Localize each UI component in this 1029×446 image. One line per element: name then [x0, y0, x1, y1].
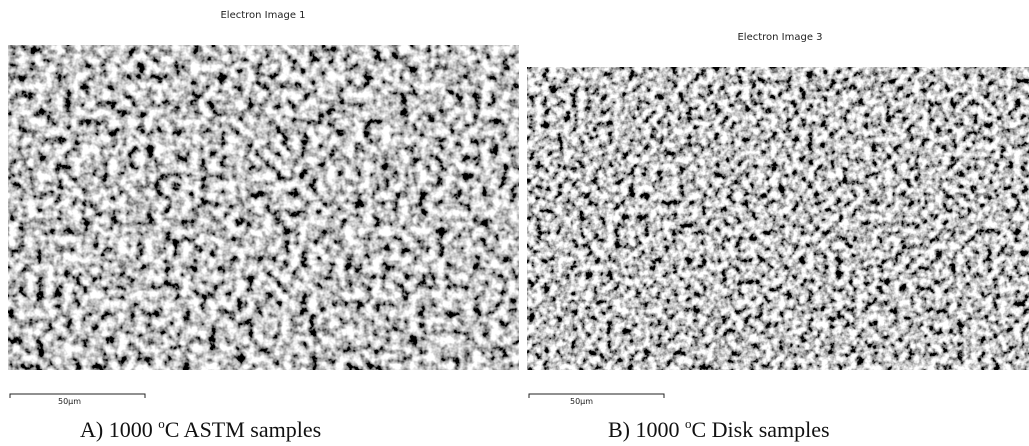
caption-text: C Disk samples [692, 417, 830, 442]
sem-texture [8, 45, 519, 370]
caption-text: A) 1000 [80, 417, 158, 442]
panel-b: Electron Image 3 50µm B) 1000 oC Disk sa… [527, 32, 1029, 442]
caption-text: C ASTM samples [165, 417, 321, 442]
image-title: Electron Image 1 [220, 10, 305, 21]
scale-label: 50µm [570, 397, 593, 406]
caption-text: B) 1000 [608, 417, 685, 442]
caption: A) 1000 oC ASTM samples [80, 416, 321, 442]
image-title: Electron Image 3 [737, 32, 822, 43]
scale-bar [528, 393, 665, 398]
sem-texture [527, 67, 1029, 370]
caption: B) 1000 oC Disk samples [608, 416, 830, 442]
caption-superscript: o [685, 416, 692, 431]
scale-label: 50µm [58, 397, 81, 406]
scale-bar [9, 393, 146, 398]
caption-superscript: o [158, 416, 165, 431]
panel-a: Electron Image 1 50µm A) 1000 oC ASTM sa… [8, 10, 519, 442]
